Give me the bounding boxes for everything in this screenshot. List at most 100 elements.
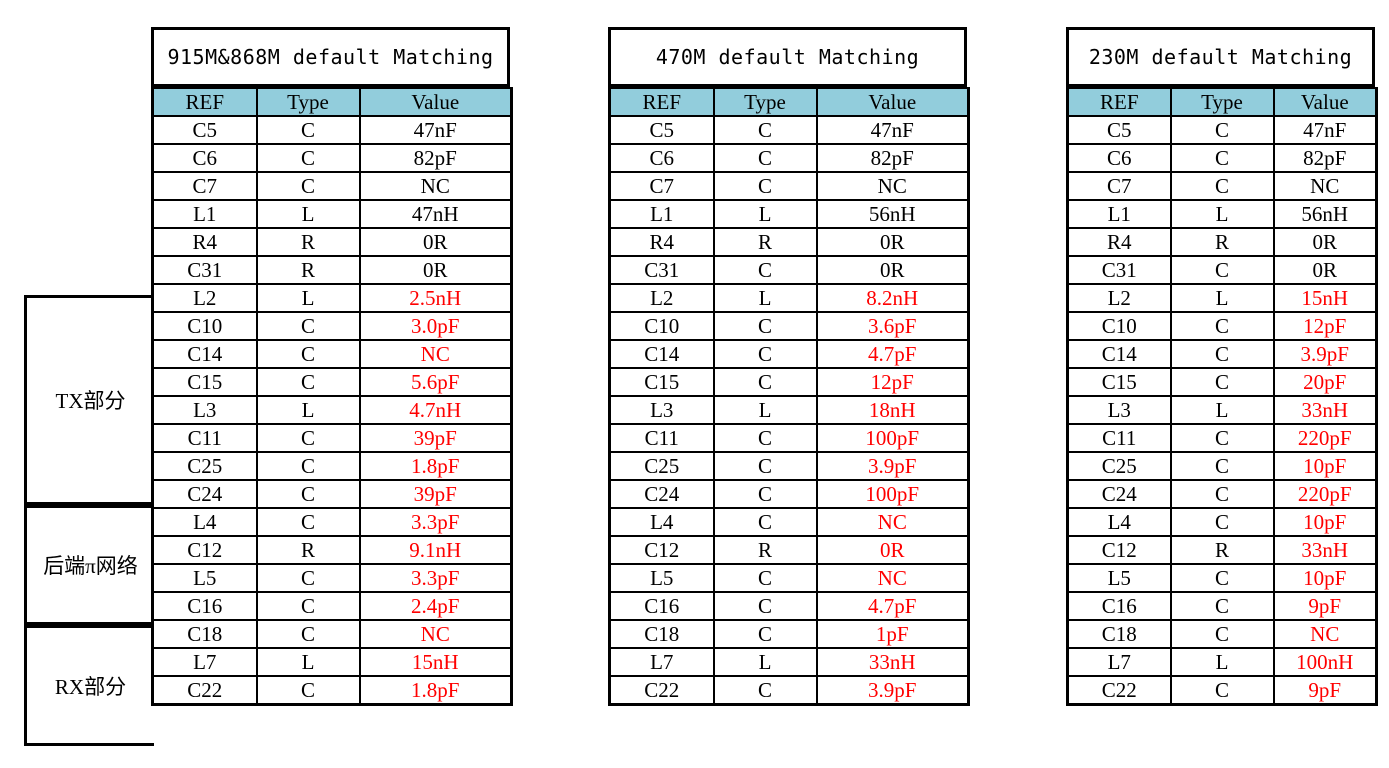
cell-value: 2.4pF: [358, 591, 513, 621]
cell-ref: C15: [608, 367, 715, 397]
cell-type: C: [255, 675, 361, 706]
cell-type: C: [712, 143, 818, 173]
table-header-row: REF Type Value: [1066, 87, 1378, 117]
cell-value: NC: [815, 507, 970, 537]
cell-type: C: [1169, 339, 1275, 369]
table-title: 470M default Matching: [655, 45, 920, 69]
cell-value: 3.3pF: [358, 563, 513, 593]
table-row: C15 C 5.6pF: [151, 367, 513, 397]
table-row: C15 C 20pF: [1066, 367, 1378, 397]
cell-type: C: [712, 339, 818, 369]
cell-value: 220pF: [1272, 479, 1378, 509]
table-row: C24 C 100pF: [608, 479, 970, 509]
table-row: C6 C 82pF: [1066, 143, 1378, 173]
cell-type: C: [1169, 619, 1275, 649]
cell-ref: L7: [1066, 647, 1172, 677]
cell-ref: L5: [151, 563, 258, 593]
cell-value: 82pF: [1272, 143, 1378, 173]
table-header-row: REF Type Value: [151, 87, 513, 117]
cell-ref: L4: [151, 507, 258, 537]
cell-value: NC: [1272, 619, 1378, 649]
cell-type: C: [255, 451, 361, 481]
table-row: C11 C 100pF: [608, 423, 970, 453]
matching-table-230m: REF Type Value C5 C 47nF C6 C 82pF C7 C NC L1 L 56n…: [1066, 87, 1378, 706]
group-label: 后端π网络: [43, 554, 138, 578]
table-row: C11 C 39pF: [151, 423, 513, 453]
table-row: C11 C 220pF: [1066, 423, 1378, 453]
cell-value: 9pF: [1272, 675, 1378, 706]
cell-value: 47nF: [815, 115, 970, 145]
table-row: L2 L 15nH: [1066, 283, 1378, 313]
cell-ref: C15: [1066, 367, 1172, 397]
cell-value: 10pF: [1272, 451, 1378, 481]
cell-ref: L1: [151, 199, 258, 229]
cell-type: C: [255, 367, 361, 397]
cell-type: C: [1169, 479, 1275, 509]
cell-ref: C10: [608, 311, 715, 341]
cell-type: L: [255, 647, 361, 677]
table-row: C18 C NC: [1066, 619, 1378, 649]
cell-value: 39pF: [358, 479, 513, 509]
table-row: C15 C 12pF: [608, 367, 970, 397]
cell-type: C: [255, 115, 361, 145]
cell-value: 0R: [815, 535, 970, 565]
cell-value: 0R: [815, 255, 970, 285]
table-row: L4 C 3.3pF: [151, 507, 513, 537]
cell-ref: C18: [1066, 619, 1172, 649]
header-value: Value: [815, 87, 970, 117]
table-row: C25 C 1.8pF: [151, 451, 513, 481]
table-row: L5 C 10pF: [1066, 563, 1378, 593]
cell-value: 5.6pF: [358, 367, 513, 397]
table-row: C12 R 33nH: [1066, 535, 1378, 565]
table-row: C22 C 3.9pF: [608, 675, 970, 706]
cell-type: C: [1169, 115, 1275, 145]
cell-type: L: [1169, 395, 1275, 425]
table-title-470m: 470M default Matching: [608, 27, 967, 87]
table-row: C24 C 39pF: [151, 479, 513, 509]
cell-type: C: [1169, 591, 1275, 621]
cell-value: 3.6pF: [815, 311, 970, 341]
cell-value: 47nH: [358, 199, 513, 229]
cell-ref: C5: [1066, 115, 1172, 145]
table-row: C10 C 3.0pF: [151, 311, 513, 341]
cell-value: 12pF: [1272, 311, 1378, 341]
cell-type: C: [255, 563, 361, 593]
table-row: C31 R 0R: [151, 255, 513, 285]
cell-ref: C22: [608, 675, 715, 706]
table-row: C25 C 3.9pF: [608, 451, 970, 481]
cell-type: R: [712, 535, 818, 565]
cell-ref: L7: [151, 647, 258, 677]
cell-value: 8.2nH: [815, 283, 970, 313]
cell-type: C: [712, 507, 818, 537]
cell-type: C: [255, 171, 361, 201]
table-row: R4 R 0R: [1066, 227, 1378, 257]
cell-value: 18nH: [815, 395, 970, 425]
cell-type: L: [712, 199, 818, 229]
table-row: L7 L 15nH: [151, 647, 513, 677]
cell-ref: C24: [151, 479, 258, 509]
table-row: L7 L 33nH: [608, 647, 970, 677]
cell-type: C: [1169, 451, 1275, 481]
cell-value: 4.7pF: [815, 339, 970, 369]
cell-ref: C24: [1066, 479, 1172, 509]
cell-type: C: [712, 367, 818, 397]
table-row: C31 C 0R: [1066, 255, 1378, 285]
table-row: L4 C NC: [608, 507, 970, 537]
cell-value: 0R: [1272, 227, 1378, 257]
cell-ref: C11: [1066, 423, 1172, 453]
cell-ref: L3: [608, 395, 715, 425]
cell-type: C: [255, 619, 361, 649]
cell-type: C: [1169, 507, 1275, 537]
cell-ref: C14: [608, 339, 715, 369]
cell-ref: C7: [1066, 171, 1172, 201]
cell-value: 1.8pF: [358, 451, 513, 481]
cell-value: 3.9pF: [815, 451, 970, 481]
table-row: L5 C 3.3pF: [151, 563, 513, 593]
table-row: C24 C 220pF: [1066, 479, 1378, 509]
cell-value: 0R: [358, 255, 513, 285]
cell-type: C: [255, 143, 361, 173]
cell-type: C: [255, 479, 361, 509]
cell-type: C: [255, 339, 361, 369]
cell-value: NC: [1272, 171, 1378, 201]
cell-value: NC: [815, 563, 970, 593]
